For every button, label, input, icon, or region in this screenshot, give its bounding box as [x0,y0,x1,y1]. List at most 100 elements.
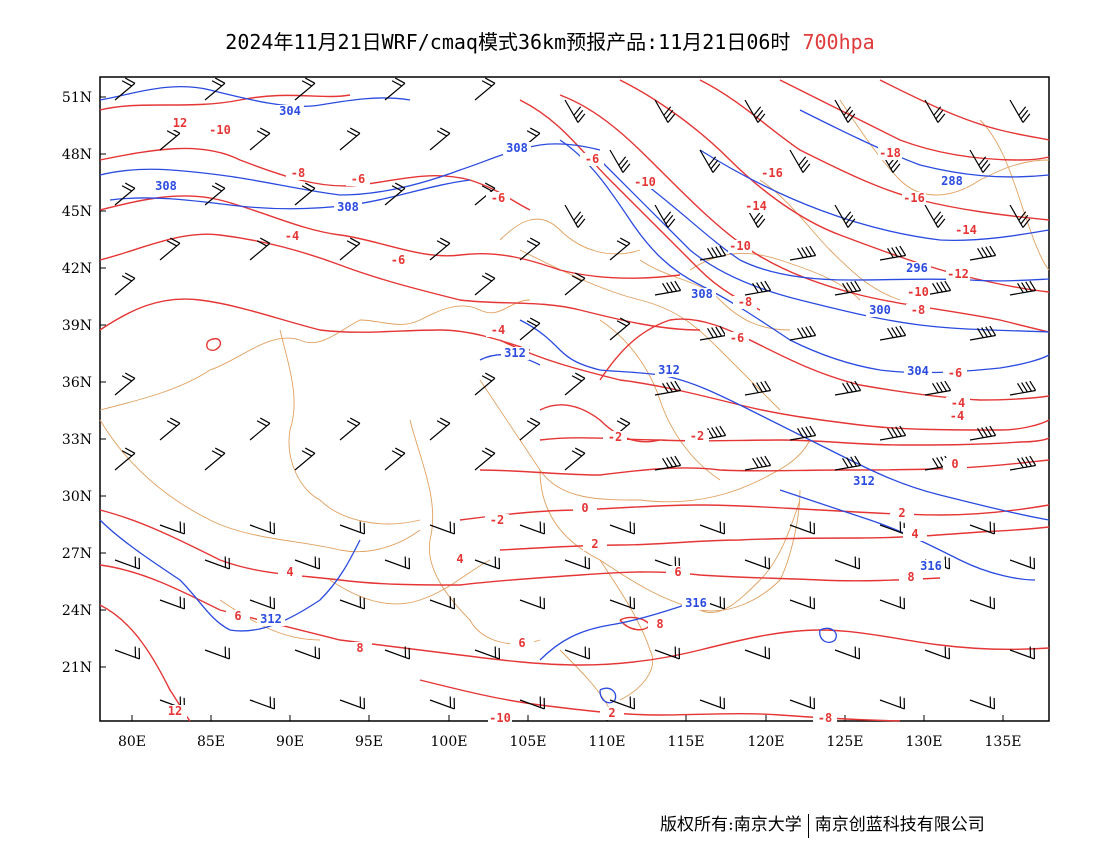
lon-label: 90E [276,734,304,750]
height-label: 288 [941,174,963,188]
wind-barb [519,417,541,441]
temperature-label: 2 [898,506,905,520]
wind-barb [924,646,951,660]
wind-barb [159,417,181,441]
temperature-label: -6 [730,331,744,345]
temperature-label: 8 [656,617,663,631]
wind-barb [519,596,546,610]
wind-barb [474,556,501,570]
wind-barb [879,596,906,610]
wind-barb [204,556,231,570]
wind-barb [294,182,316,206]
wind-barb [429,237,451,261]
wind-barb [384,447,406,471]
temperature-label: -6 [948,366,962,380]
wind-barb [879,325,907,341]
wind-barb [204,447,226,471]
wind-barb [564,204,586,228]
lon-label: 95E [355,734,383,750]
temperature-label: -4 [950,409,964,423]
lon-label: 115E [668,734,705,750]
map-title: 2024年11月21日WRF/cmaq模式36km预报产品:11月21日06时 … [0,26,1100,55]
temperature-contours [99,79,1050,722]
wind-barb [564,272,586,296]
wind-barb [204,182,226,206]
temperature-label: -2 [608,430,622,444]
height-label: 312 [853,474,875,488]
wind-barb [654,455,682,471]
wind-barb [699,149,721,173]
temperature-label: 12 [173,116,187,130]
height-label: 296 [906,261,928,275]
wind-barb [384,556,411,570]
wind-barb [294,77,316,101]
wind-barb [969,425,997,441]
copyright-left: 版权所有:南京大学 [660,815,802,835]
wind-barb [429,521,456,535]
lat-label: 27N [62,546,92,562]
wind-barb [339,521,366,535]
wind-barb [1009,455,1037,471]
wind-barb [609,521,636,535]
wind-barb [789,696,816,710]
wind-barb [969,521,996,535]
wind-barb [249,696,276,710]
wind-barb [699,245,727,261]
temperature-label: -12 [947,267,969,281]
wind-barb [654,380,682,396]
lon-label: 135E [985,734,1022,750]
temperature-label: 8 [907,570,914,584]
temperature-label: -4 [285,229,299,243]
lon-label: 100E [431,734,468,750]
temperature-label: -8 [291,166,305,180]
wind-barb [969,696,996,710]
wind-barb [474,272,496,296]
wind-barb [744,646,771,660]
lon-label: 120E [748,734,785,750]
wind-barb [789,245,817,261]
wind-barb [564,372,586,396]
temperature-label: 12 [168,704,182,718]
wind-barb [1009,99,1031,123]
wind-barb [609,596,636,610]
height-label: 300 [869,303,891,317]
latitude-labels: 51N 48N 45N 42N 39N 36N 33N 30N 27N 24N 21N [62,90,106,676]
temperature-label: -2 [490,513,504,527]
wind-barb [654,204,676,228]
wind-barb [384,77,406,101]
temperature-label: -10 [634,175,656,189]
wind-barb [834,204,856,228]
wind-barb [609,149,631,173]
wind-barb [474,182,496,206]
wind-barb [879,245,907,261]
temperature-label: -6 [391,253,405,267]
wind-barb [564,447,586,471]
wind-barb [249,127,271,151]
temperature-label: -6 [491,191,505,205]
wind-barb [114,77,136,101]
wind-barb [519,317,541,341]
wind-barb [834,280,862,296]
wind-barbs [114,77,1037,710]
lon-label: 85E [197,734,225,750]
temperature-label: -10 [907,285,929,299]
height-label: 316 [920,559,942,573]
temperature-label: 6 [234,609,241,623]
temperature-label: 6 [518,636,525,650]
height-label: 312 [504,346,526,360]
temperature-label: -18 [879,146,901,160]
temperature-label: -14 [745,199,767,213]
wind-barb [789,521,816,535]
height-label: 316 [685,596,707,610]
lat-label: 51N [62,90,92,106]
wind-barb [609,237,631,261]
height-label: 308 [155,179,177,193]
wind-barb [474,372,496,396]
wind-barb [744,99,766,123]
temperature-label: 4 [911,527,918,541]
height-label: 304 [907,364,929,378]
wind-barb [654,646,681,660]
temperature-label: 8 [356,641,363,655]
wind-barb [339,417,361,441]
wind-barb [519,521,546,535]
